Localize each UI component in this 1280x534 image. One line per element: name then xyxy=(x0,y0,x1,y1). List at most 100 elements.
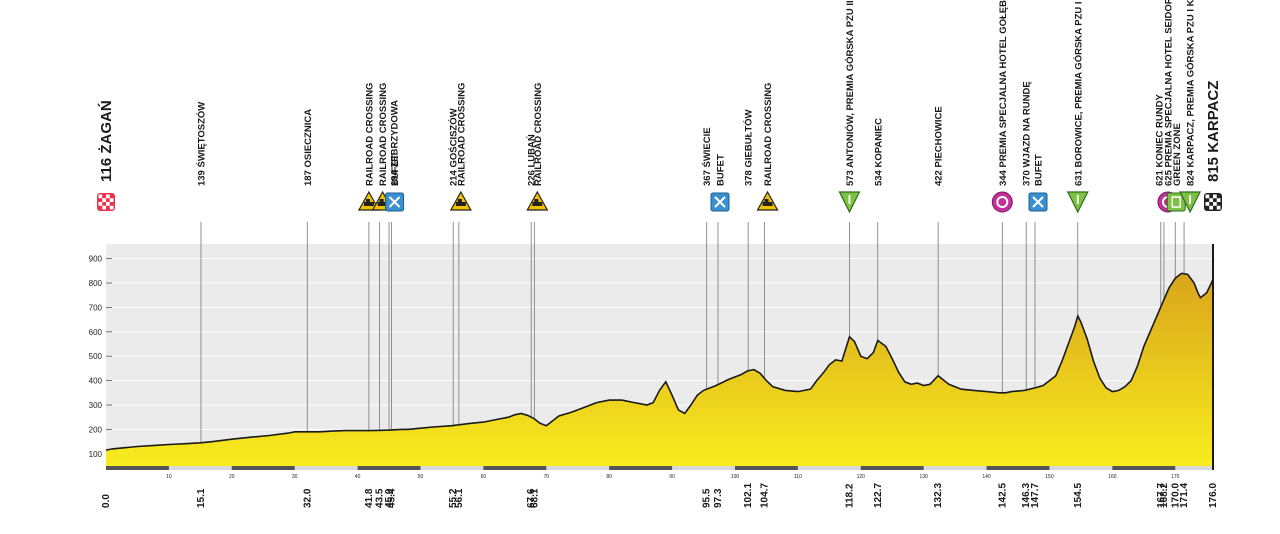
km-label: 168.2 xyxy=(1159,483,1170,508)
waypoint-label: 116 ŻAGAŃ xyxy=(98,100,115,182)
x-km-labels: 0.0 15.1 32.0 41.8 43.545.045.4 55.256.1 67.66… xyxy=(101,483,1219,508)
km-label: 132.3 xyxy=(933,483,944,508)
scale-bar-segment xyxy=(860,466,924,470)
y-axis-labels: 100 200 300 400 500 600 700 800 900 xyxy=(89,255,103,459)
railroad-crossing-icon xyxy=(526,190,549,211)
green-zone-bin xyxy=(1171,196,1182,208)
km-label: 32.0 xyxy=(302,488,313,508)
x-minor-tick-label: 170 xyxy=(1171,474,1180,480)
kom-icon xyxy=(1179,191,1202,214)
scale-bar-segment xyxy=(734,466,798,470)
km-label: 146.3 xyxy=(1021,483,1032,508)
waypoint-label: 367 ŚWIECIE xyxy=(701,127,713,186)
flag-check xyxy=(1205,202,1210,206)
railroad-crossing-icon xyxy=(756,190,779,211)
km-label: 45.4 xyxy=(387,488,398,508)
feed-zone-icon xyxy=(1028,192,1048,212)
waypoint-label: 370 WJAZD NA RUNDĘ xyxy=(1022,81,1033,186)
km-label: 67.6 xyxy=(526,488,537,508)
km-label: 118.2 xyxy=(844,483,855,508)
km-label: 104.7 xyxy=(760,483,771,508)
y-tick-label: 900 xyxy=(89,255,103,264)
scale-bar-segment xyxy=(106,466,169,470)
x-minor-tick-label: 70 xyxy=(544,474,550,480)
waypoint-labels: 116 ŻAGAŃ 139 ŚWIĘTOSZÓW 187 OSIECZNICA RAI… xyxy=(98,0,1222,186)
flag-check xyxy=(106,194,110,199)
flag-check xyxy=(1216,198,1221,202)
km-label: 97.3 xyxy=(713,488,724,508)
km-label: 171.4 xyxy=(1179,483,1190,508)
distance-scale-bar xyxy=(106,244,1214,470)
y-tick-label: 300 xyxy=(89,401,103,410)
scale-bar-segment xyxy=(231,466,295,470)
kom-icon xyxy=(838,191,861,214)
waypoint-label: RAILROAD CROSSING xyxy=(364,83,375,186)
km-label: 41.8 xyxy=(364,488,375,508)
y-tick-label: 500 xyxy=(89,352,103,361)
waypoint-label: 194 ZEBRZYDOWA xyxy=(390,100,401,186)
flag-check xyxy=(98,202,103,206)
x-minor-tick-label: 120 xyxy=(857,474,866,480)
waypoint-label: 422 PIECHOWICE xyxy=(934,106,945,186)
km-label: 43.5 xyxy=(375,488,386,508)
km-label: 154.5 xyxy=(1073,483,1084,508)
elevation-line xyxy=(105,272,1214,451)
scale-bar-segment xyxy=(483,466,547,470)
waypoint-label: RAILROAD CROSSING xyxy=(533,83,544,186)
waypoint-label: 226 LUBAŃ xyxy=(527,134,538,186)
km-label: 102.1 xyxy=(743,483,754,508)
km-label: 55.2 xyxy=(448,488,459,508)
x-minor-tick-label: 80 xyxy=(606,474,612,480)
train-glyph xyxy=(762,202,773,206)
flag-check xyxy=(102,198,106,202)
y-tick-label: 100 xyxy=(89,450,103,459)
bufet-cross xyxy=(714,196,726,208)
scale-bar-segment xyxy=(1112,466,1176,470)
elevation-area xyxy=(106,273,1213,466)
flag-check xyxy=(1209,198,1213,202)
y-tick-label: 200 xyxy=(89,425,103,434)
km-label: 142.5 xyxy=(997,483,1008,508)
waypoint-label: BUFET xyxy=(1033,154,1044,186)
bufet-cross xyxy=(1032,196,1044,208)
x-minor-tick-label: 140 xyxy=(982,474,991,480)
x-minor-tick-label: 50 xyxy=(418,474,424,480)
green-zone-icon xyxy=(1166,192,1186,212)
waypoint-label: 139 ŚWIĘTOSZÓW xyxy=(195,102,207,186)
scale-bar-segment xyxy=(609,466,673,470)
train-cab xyxy=(764,199,769,202)
feed-zone-icon xyxy=(710,192,730,212)
x-minor-tick-label: 20 xyxy=(229,474,235,480)
waypoint-label: 631 BOROWICE, PREMIA GÓRSKA PZU I KAT. xyxy=(1072,0,1084,186)
train-glyph xyxy=(377,202,388,206)
km-label: 15.1 xyxy=(196,488,207,508)
waypoint-label: 824 KARPACZ, PREMIA GÓRSKA PZU I KAT. xyxy=(1185,0,1197,186)
flag-check xyxy=(109,205,114,210)
finish-flag-icon xyxy=(1204,193,1222,211)
railroad-crossing-icon xyxy=(357,190,380,211)
waypoint-label: 573 ANTONIÓW, PREMIA GÓRSKA PZU III KAT. xyxy=(844,0,856,186)
waypoint-label: 378 GIEBUŁTÓW xyxy=(743,109,755,186)
flag-check xyxy=(1205,194,1210,199)
waypoint-label: BUFET xyxy=(390,154,401,186)
x-minor-tick-label: 160 xyxy=(1108,474,1117,480)
waypoint-label: RAILROAD CROSSING xyxy=(378,83,389,186)
start-flag-icon xyxy=(97,193,115,211)
km-label: 45.0 xyxy=(384,488,395,508)
y-tick-label: 400 xyxy=(89,377,103,386)
x-minor-tick-label: 150 xyxy=(1045,474,1054,480)
km-label: 95.5 xyxy=(702,488,713,508)
train-cab xyxy=(365,199,370,202)
scale-bar-segment xyxy=(986,466,1050,470)
km-label: 0.0 xyxy=(101,494,112,508)
x-minor-tick-label: 110 xyxy=(794,474,802,480)
train-cab xyxy=(379,199,384,202)
km-label: 68.1 xyxy=(529,488,540,508)
waypoint-label: GREEN ZONE xyxy=(1172,123,1183,186)
x-minor-tick-label: 100 xyxy=(731,474,740,480)
waypoint-label: 344 PREMIA SPECJALNA HOTEL GOŁĘBIEWSKI xyxy=(998,0,1009,186)
x-minor-tick-label: 90 xyxy=(669,474,675,480)
waypoint-label: 625 PREMIA SPECJALNA HOTEL SEIDORF xyxy=(1163,0,1174,186)
waypoint-label: RAILROAD CROSSING xyxy=(763,83,774,186)
x-minor-tick-label: 40 xyxy=(355,474,361,480)
